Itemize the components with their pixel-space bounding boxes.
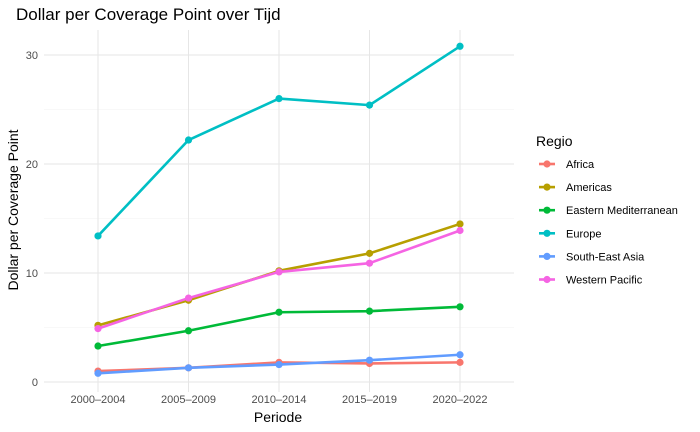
data-point-south-east-asia <box>94 369 102 377</box>
y-tick-label: 20 <box>26 159 38 171</box>
x-axis-ticks: 2000–2004 2005–2009 2010–2014 2015–2019 2020… <box>70 394 487 406</box>
y-tick-label: 30 <box>26 50 38 62</box>
data-point-western-pacific <box>275 268 283 276</box>
legend-label-africa: Africa <box>566 159 595 171</box>
data-point-europe <box>184 136 193 144</box>
data-point-eastern-mediterranean <box>184 327 193 335</box>
data-point-eastern-mediterranean <box>456 303 464 311</box>
data-point-europe <box>94 232 102 240</box>
data-point-europe <box>456 42 464 50</box>
x-tick-label: 2015–2019 <box>342 394 397 406</box>
legend-key-point-americas <box>543 183 551 191</box>
legend-label-europe: Europe <box>566 228 601 240</box>
data-point-americas <box>456 220 464 228</box>
legend-key-point-europe <box>543 229 551 237</box>
y-axis-label: Dollar per Coverage Point <box>5 129 21 290</box>
data-point-south-east-asia <box>456 351 464 359</box>
y-axis-ticks: 0 10 20 30 <box>26 50 38 389</box>
data-point-south-east-asia <box>184 364 193 372</box>
series-group <box>94 42 464 377</box>
data-point-eastern-mediterranean <box>365 307 374 315</box>
data-point-africa <box>456 358 464 366</box>
legend-title: Regio <box>536 133 573 149</box>
legend-label-south-east-asia: South-East Asia <box>566 251 645 263</box>
data-point-south-east-asia <box>275 360 283 369</box>
y-tick-label: 0 <box>32 377 38 389</box>
grid <box>44 30 514 392</box>
legend-key-point-eastern-mediterranean <box>543 206 551 214</box>
x-tick-label: 2010–2014 <box>251 394 306 406</box>
data-point-western-pacific <box>365 259 374 267</box>
chart-title: Dollar per Coverage Point over Tijd <box>16 5 281 24</box>
legend-label-americas: Americas <box>566 182 612 194</box>
data-point-eastern-mediterranean <box>94 342 102 350</box>
data-point-western-pacific <box>456 226 464 235</box>
data-point-western-pacific <box>184 294 193 302</box>
legend-key-point-south-east-asia <box>543 252 551 260</box>
data-point-europe <box>275 95 283 103</box>
legend-key-point-western-pacific <box>543 275 551 284</box>
legend-label-eastern-mediterranean: Eastern Mediterranean <box>566 205 678 217</box>
data-point-americas <box>365 249 374 257</box>
data-point-eastern-mediterranean <box>275 308 283 316</box>
x-tick-label: 2000–2004 <box>70 394 125 406</box>
data-point-europe <box>365 101 374 109</box>
x-tick-label: 2005–2009 <box>161 394 216 406</box>
data-point-western-pacific <box>94 324 102 333</box>
x-tick-label: 2020–2022 <box>432 394 487 406</box>
y-tick-label: 10 <box>26 268 38 280</box>
legend-label-western-pacific: Western Pacific <box>566 275 643 287</box>
x-axis-label: Periode <box>254 409 302 425</box>
data-point-south-east-asia <box>365 356 374 364</box>
legend: Regio Africa Americas Eastern Mediterranea… <box>536 133 678 287</box>
legend-key-point-africa <box>543 160 551 168</box>
